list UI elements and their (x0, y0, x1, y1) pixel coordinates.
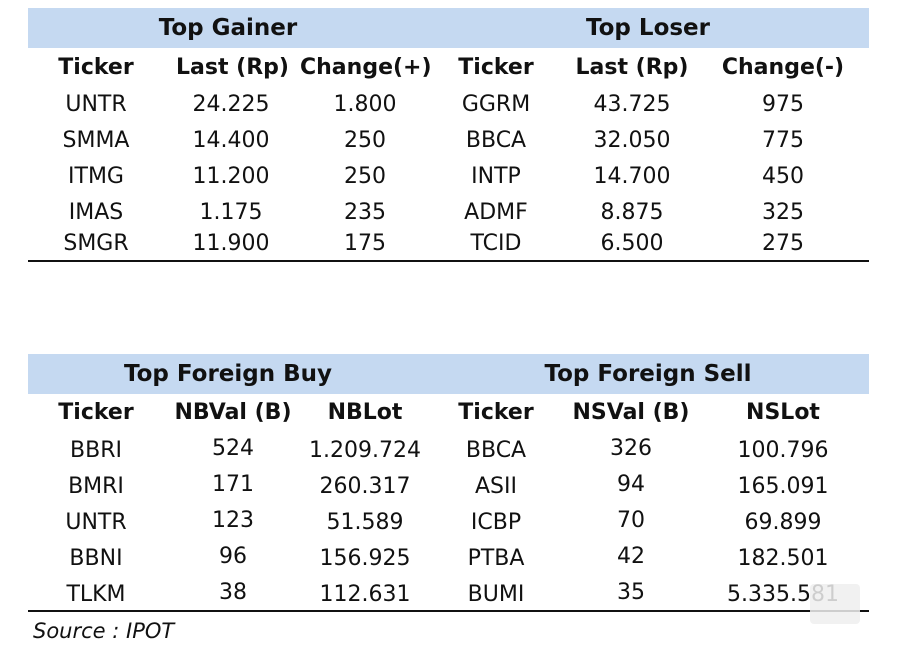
column-header: Ticker (58, 400, 134, 425)
table-header-band (28, 8, 869, 48)
ticker-cell: PTBA (467, 546, 525, 571)
net-lot-cell: 112.631 (319, 582, 411, 607)
column-header: Last (Rp) (176, 55, 289, 80)
net-value-cell: 171 (212, 472, 254, 497)
top-gainer-title: Top Gainer (158, 15, 298, 41)
change-cell: 175 (344, 231, 386, 256)
top-foreign-sell-title: Top Foreign Sell (544, 361, 752, 387)
top-loser-title: Top Loser (586, 15, 710, 41)
last-price-cell: 14.400 (192, 128, 270, 153)
net-lot-cell: 100.796 (737, 438, 829, 463)
ticker-cell: IMAS (68, 200, 124, 225)
column-header: Ticker (458, 55, 534, 80)
ticker-cell: ITMG (68, 164, 124, 189)
net-lot-cell: 51.589 (326, 510, 404, 535)
table-bottom-rule (28, 260, 869, 262)
change-cell: 775 (762, 128, 804, 153)
source-caption: Source : IPOT (33, 619, 175, 643)
ticker-cell: BMRI (68, 474, 124, 499)
ticker-cell: UNTR (65, 510, 127, 535)
ticker-cell: INTP (471, 164, 521, 189)
ticker-cell: TCID (470, 231, 522, 256)
last-price-cell: 24.225 (192, 92, 270, 117)
column-header: Ticker (458, 400, 534, 425)
ticker-cell: BBCA (465, 128, 527, 153)
ticker-cell: BUMI (467, 582, 525, 607)
net-value-cell: 123 (212, 508, 254, 533)
table-bottom-rule (28, 610, 869, 612)
ticker-cell: ADMF (464, 200, 528, 225)
net-lot-cell: 182.501 (737, 546, 829, 571)
last-price-cell: 8.875 (600, 200, 664, 225)
table-header-band (28, 354, 869, 394)
last-price-cell: 11.200 (192, 164, 270, 189)
change-cell: 250 (344, 128, 386, 153)
column-header: NSVal (B) (572, 400, 690, 425)
net-value-cell: 524 (212, 436, 254, 461)
top-foreign-table: Top Foreign Buy Top Foreign Sell Ticker … (28, 354, 869, 614)
last-price-cell: 1.175 (199, 200, 263, 225)
net-value-cell: 35 (617, 580, 645, 605)
ticker-cell: BBCA (465, 438, 527, 463)
last-price-cell: 11.900 (192, 231, 270, 256)
change-cell: 1.800 (333, 92, 397, 117)
change-cell: 275 (762, 231, 804, 256)
last-price-cell: 43.725 (593, 92, 671, 117)
column-header: Change(-) (721, 55, 845, 80)
net-lot-cell: 165.091 (737, 474, 829, 499)
ticker-cell: BBRI (70, 438, 122, 463)
net-value-cell: 42 (617, 544, 645, 569)
ticker-cell: UNTR (65, 92, 127, 117)
column-header: Ticker (58, 55, 134, 80)
floating-overlay-button[interactable] (810, 584, 860, 624)
net-lot-cell: 69.899 (744, 510, 822, 535)
change-cell: 975 (762, 92, 804, 117)
column-header: NSLot (746, 400, 820, 425)
column-header: NBLot (327, 400, 403, 425)
net-value-cell: 326 (610, 436, 652, 461)
top-foreign-buy-title: Top Foreign Buy (123, 361, 333, 387)
last-price-cell: 32.050 (593, 128, 671, 153)
ticker-cell: BBNI (69, 546, 123, 571)
net-value-cell: 96 (219, 544, 247, 569)
change-cell: 450 (762, 164, 804, 189)
ticker-cell: ICBP (470, 510, 522, 535)
column-header: Change(+) (300, 55, 432, 80)
change-cell: 235 (344, 200, 386, 225)
net-value-cell: 94 (617, 472, 645, 497)
net-lot-cell: 260.317 (319, 474, 411, 499)
top-gainer-loser-table: Top Gainer Top Loser Ticker Last (Rp) Ch… (28, 8, 869, 263)
ticker-cell: TLKM (66, 582, 126, 607)
change-cell: 250 (344, 164, 386, 189)
ticker-cell: SMGR (63, 231, 129, 256)
column-header: Last (Rp) (575, 55, 689, 80)
net-lot-cell: 1.209.724 (309, 438, 421, 463)
last-price-cell: 6.500 (600, 231, 664, 256)
ticker-cell: SMMA (62, 128, 130, 153)
change-cell: 325 (762, 200, 804, 225)
net-value-cell: 70 (617, 508, 645, 533)
net-value-cell: 38 (219, 580, 247, 605)
net-lot-cell: 156.925 (319, 546, 411, 571)
column-header: NBVal (B) (174, 400, 292, 425)
ticker-cell: GGRM (461, 92, 531, 117)
ticker-cell: ASII (475, 474, 517, 499)
last-price-cell: 14.700 (593, 164, 671, 189)
